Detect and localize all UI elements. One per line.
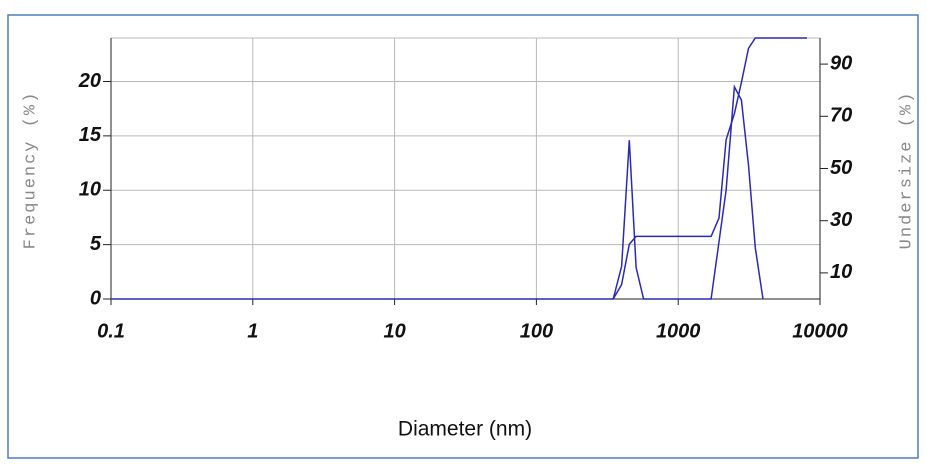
x-tick-label: 100 <box>520 320 553 342</box>
y2-tick-label: 30 <box>830 209 852 231</box>
x-axis-label: Diameter (nm) <box>398 418 532 441</box>
y-tick-label: 15 <box>79 124 102 146</box>
x-tick-label: 0.1 <box>97 320 125 342</box>
y2-tick-label: 70 <box>830 105 852 127</box>
frame <box>7 14 919 459</box>
y2-tick-label: 90 <box>830 52 852 74</box>
y-tick-label: 10 <box>79 179 101 201</box>
y2-tick-label: 50 <box>830 157 852 179</box>
y-tick-label: 20 <box>78 70 101 92</box>
x-tick-label: 1 <box>247 320 258 342</box>
y-tick-label: 5 <box>90 233 102 255</box>
y-axis-label: Frequency (%) <box>21 91 40 250</box>
x-tick-label: 10 <box>383 320 405 342</box>
y2-tick-label: 10 <box>830 261 852 283</box>
y2-axis-label: Undersize (%) <box>897 91 916 250</box>
series-line <box>111 84 764 300</box>
series-line <box>612 37 807 300</box>
x-tick-label: 1000 <box>656 320 701 342</box>
y-tick-label: 0 <box>90 287 101 309</box>
x-tick-label: 10000 <box>792 320 848 342</box>
